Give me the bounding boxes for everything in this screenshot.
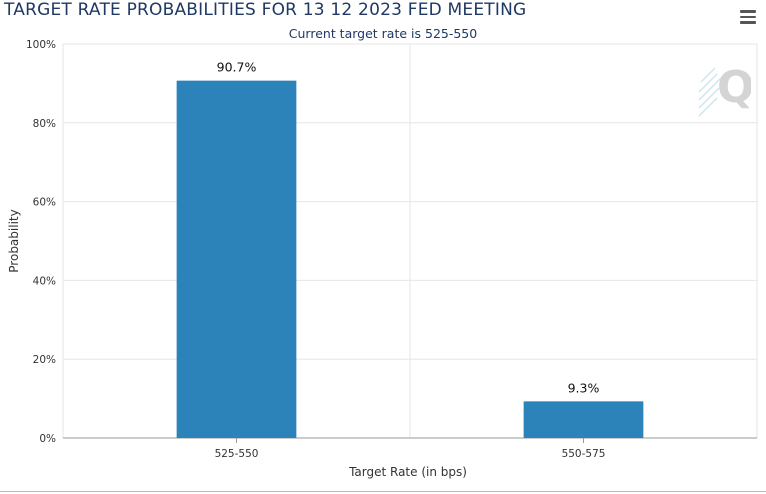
data-label: 90.7%: [217, 60, 257, 75]
x-tick-label: 550-575: [562, 448, 606, 460]
bar-550-575: [523, 401, 644, 438]
chart-title: TARGET RATE PROBABILITIES FOR 13 12 2023…: [4, 0, 527, 20]
chart-subtitle: Current target rate is 525-550: [288, 26, 478, 41]
q-logo-text: Q: [717, 62, 751, 113]
y-tick-label: 0%: [39, 433, 56, 445]
hamburger-menu-icon[interactable]: [740, 10, 756, 24]
x-axis-title: Target Rate (in bps): [348, 465, 467, 479]
x-tick-label: 525-550: [215, 448, 259, 460]
y-tick-label: 80%: [33, 118, 56, 130]
y-tick-label: 60%: [33, 197, 56, 209]
bottom-divider: [0, 491, 766, 492]
q-logo-icon: Q: [698, 62, 751, 117]
data-label: 9.3%: [568, 380, 600, 395]
y-tick-label: 100%: [26, 39, 56, 51]
y-tick-label: 20%: [33, 354, 56, 366]
y-axis-title: Probability: [7, 209, 21, 272]
bar-525-550: [176, 80, 297, 438]
y-tick-label: 40%: [33, 275, 56, 287]
